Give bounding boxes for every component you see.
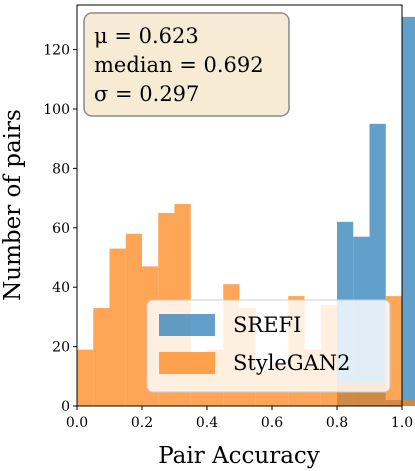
bar-srefi-20: [402, 16, 415, 407]
legend: SREFI StyleGAN2: [146, 299, 391, 393]
x-tick-label-2: 0.4: [196, 415, 218, 431]
y-tick-label-0: 0: [61, 399, 70, 415]
x-tick-label-4: 0.8: [326, 415, 348, 431]
x-tick-label-3: 0.6: [261, 415, 283, 431]
legend-swatch-stylegan2: [159, 352, 215, 374]
x-tick-label-1: 0.2: [131, 415, 153, 431]
bar-stylegan2-2: [109, 248, 126, 406]
y-tick-label-3: 60: [52, 221, 70, 237]
stats-median: median = 0.692: [94, 53, 264, 77]
y-axis-label: Number of pairs: [0, 109, 26, 301]
y-tick-label-2: 40: [52, 280, 70, 296]
x-axis-label: Pair Accuracy: [158, 443, 320, 469]
stats-box-background: [83, 12, 290, 117]
bar-stylegan2-1: [93, 307, 110, 406]
legend-label-srefi: SREFI: [233, 313, 301, 337]
y-tick-label-4: 80: [52, 161, 70, 177]
stats-box: μ = 0.623 median = 0.692 σ = 0.297: [83, 12, 290, 117]
stats-std: σ = 0.297: [94, 82, 199, 106]
y-tick-label-5: 100: [43, 102, 70, 118]
y-tick-label-6: 120: [43, 43, 70, 59]
bar-stylegan2-0: [77, 349, 94, 406]
legend-swatch-srefi: [159, 314, 215, 336]
plot-frame: [76, 4, 403, 407]
x-tick-label-5: 1.0: [391, 415, 413, 431]
x-tick-label-0: 0.0: [66, 415, 88, 431]
y-tick-label-1: 20: [52, 340, 70, 356]
legend-label-stylegan2: StyleGAN2: [233, 351, 351, 375]
bar-stylegan2-20: [402, 400, 415, 406]
axis-ticks: 0.0 0.2 0.4 0.6 0.8 1.0 0 20 40 60 80 100 120: [43, 43, 413, 431]
stats-mean: μ = 0.623: [94, 24, 199, 48]
bar-stylegan2-3: [125, 233, 142, 406]
